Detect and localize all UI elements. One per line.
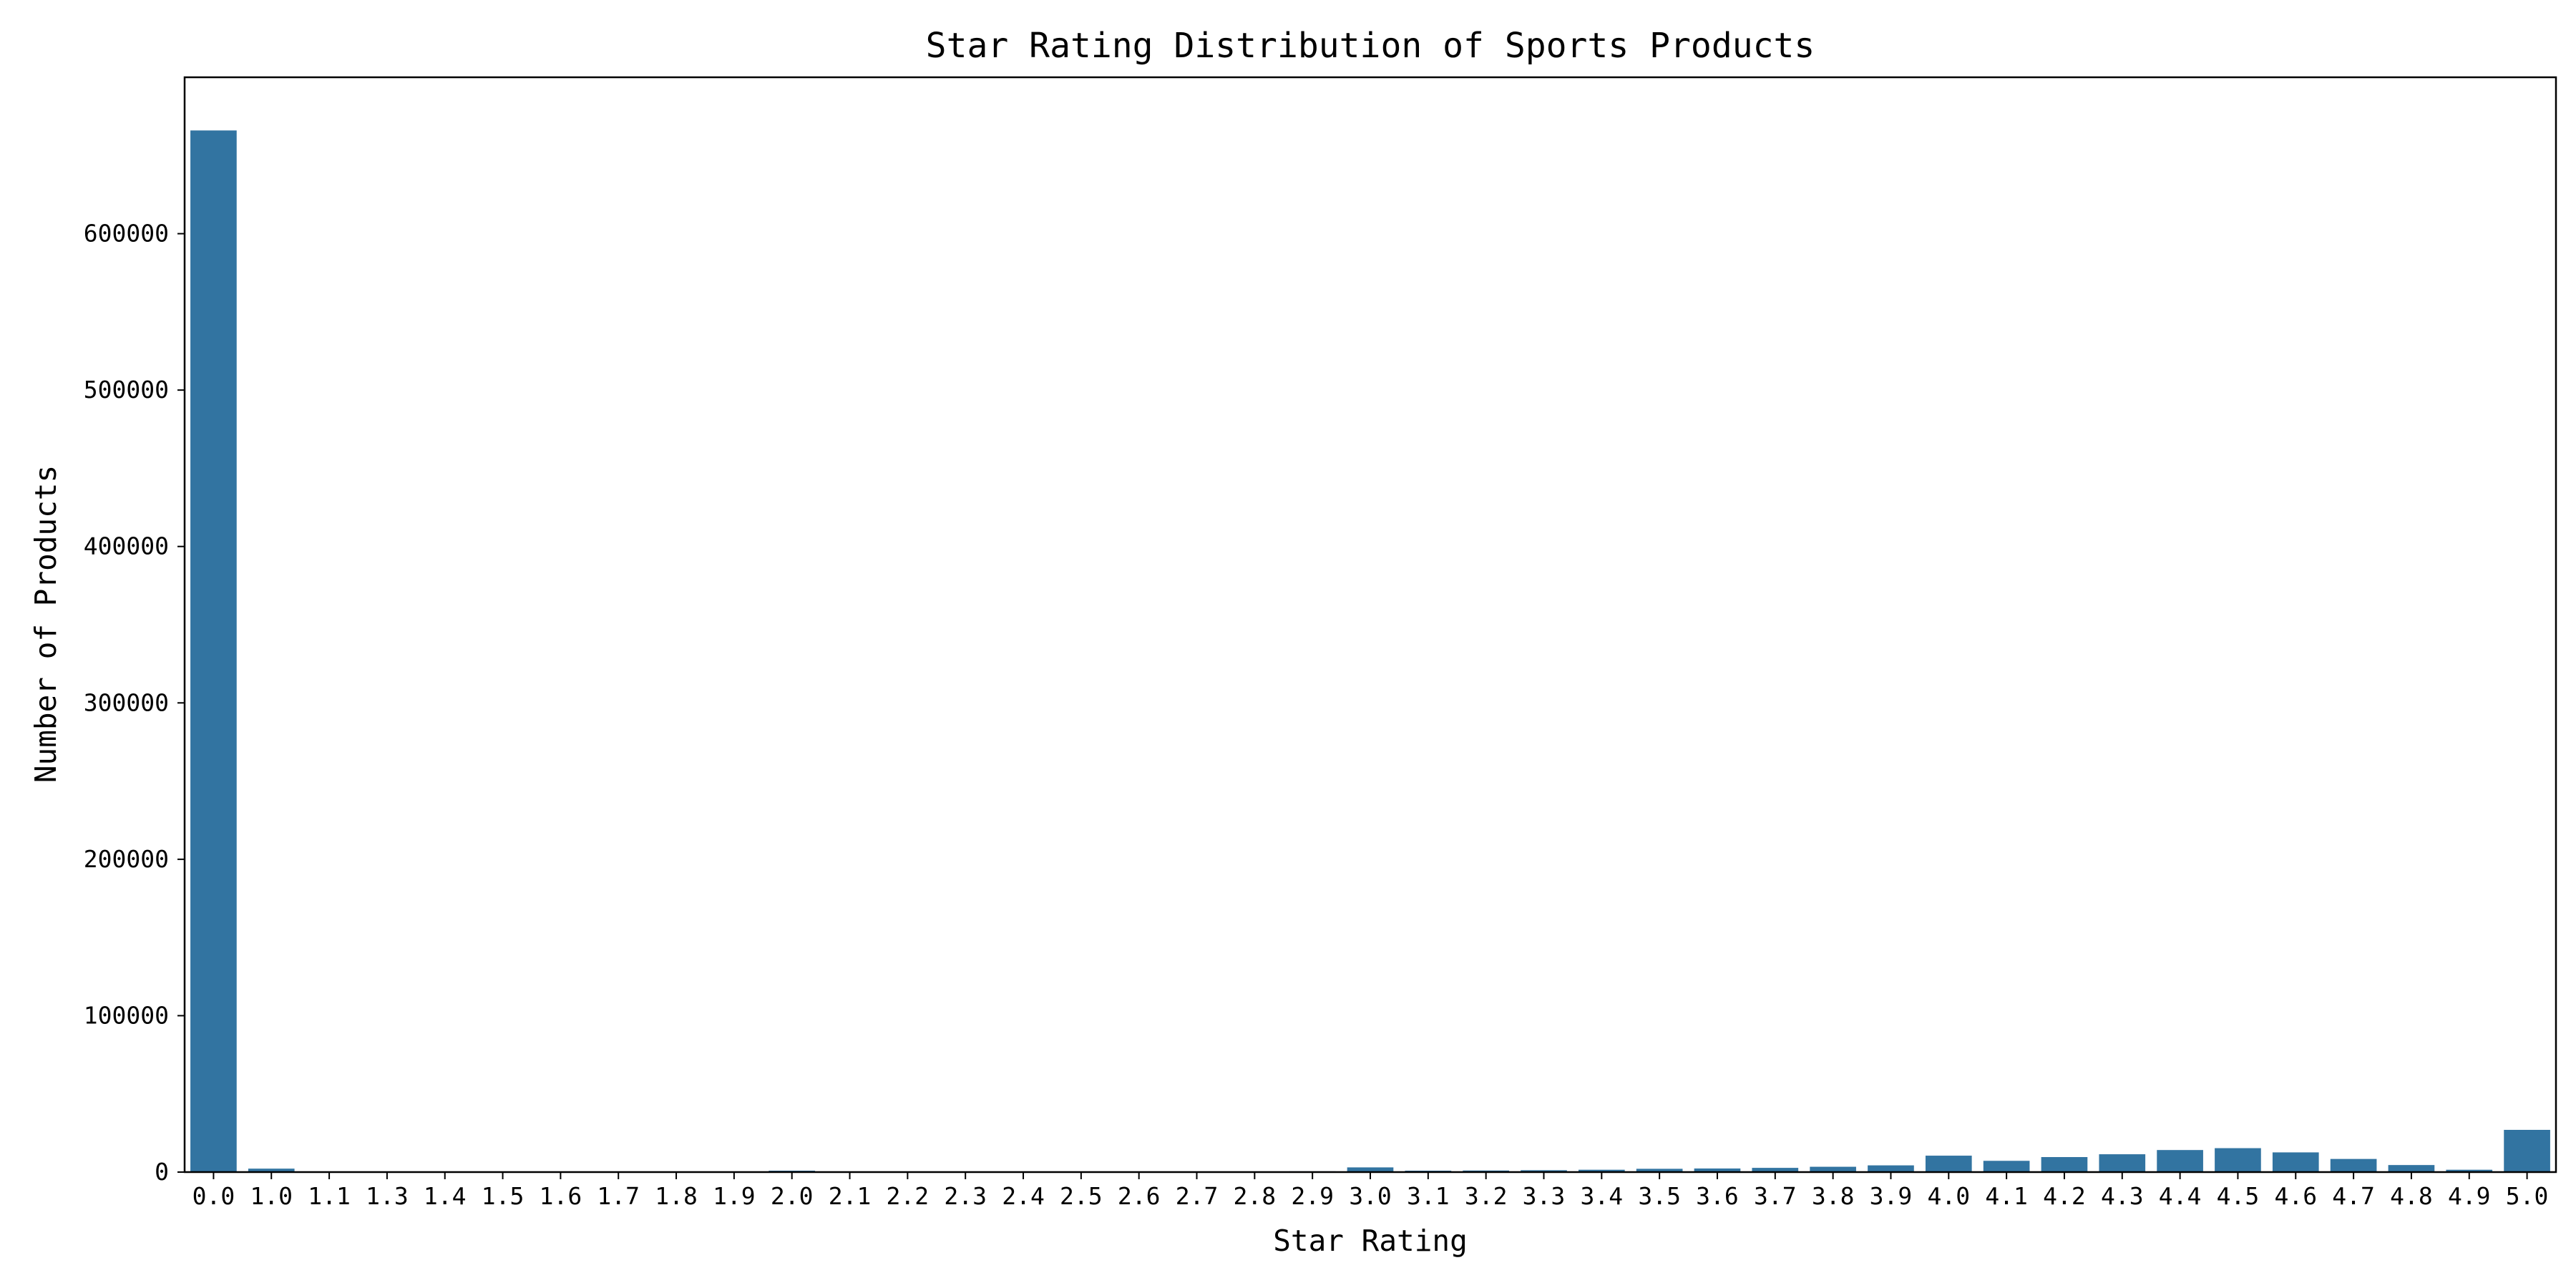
x-tick-label: 1.4 — [424, 1182, 467, 1210]
x-tick-label: 4.5 — [2217, 1182, 2260, 1210]
y-tick-label: 600000 — [84, 220, 169, 248]
y-tick-label: 300000 — [84, 688, 169, 716]
y-axis-label: Number of Products — [29, 465, 63, 783]
bar-0.0 — [190, 130, 237, 1172]
bar-5.0 — [2504, 1129, 2550, 1172]
x-tick-label: 1.3 — [366, 1182, 409, 1210]
x-tick-label: 2.0 — [771, 1182, 814, 1210]
bar-3.4 — [1578, 1169, 1625, 1172]
y-tick-label: 0 — [155, 1158, 169, 1186]
x-tick-label: 4.1 — [1985, 1182, 2028, 1210]
x-tick-label: 2.2 — [887, 1182, 930, 1210]
bar-4.3 — [2099, 1154, 2146, 1172]
y-axis-ticks: 0 100000 200000 300000 400000 500000 600000 — [84, 220, 185, 1186]
x-tick-label: 2.5 — [1060, 1182, 1103, 1210]
x-axis-label: Star Rating — [1273, 1224, 1468, 1258]
x-tick-label: 1.9 — [713, 1182, 756, 1210]
x-tick-label: 1.8 — [655, 1182, 698, 1210]
x-tick-label: 2.4 — [1002, 1182, 1045, 1210]
x-tick-label: 0.0 — [192, 1182, 235, 1210]
y-tick-label: 100000 — [84, 1001, 169, 1029]
x-tick-label: 3.3 — [1523, 1182, 1566, 1210]
x-tick-label: 1.0 — [250, 1182, 293, 1210]
bar-4.8 — [2388, 1165, 2435, 1172]
x-tick-label: 3.1 — [1407, 1182, 1450, 1210]
x-tick-label: 2.8 — [1234, 1182, 1277, 1210]
x-tick-label: 2.1 — [829, 1182, 872, 1210]
y-tick-label: 400000 — [84, 532, 169, 560]
x-tick-label: 4.2 — [2043, 1182, 2086, 1210]
x-tick-label: 4.4 — [2159, 1182, 2202, 1210]
x-tick-label: 1.5 — [482, 1182, 525, 1210]
x-tick-label: 2.9 — [1291, 1182, 1334, 1210]
y-tick-label: 200000 — [84, 845, 169, 873]
bars-group — [190, 130, 2550, 1172]
x-tick-label: 4.8 — [2390, 1182, 2433, 1210]
x-tick-label: 3.6 — [1696, 1182, 1739, 1210]
bar-3.8 — [1810, 1166, 1856, 1172]
x-tick-label: 4.3 — [2101, 1182, 2144, 1210]
x-tick-label: 3.2 — [1465, 1182, 1508, 1210]
bar-3.3 — [1521, 1170, 1567, 1172]
bar-1.0 — [248, 1169, 295, 1172]
bar-3.9 — [1868, 1165, 1914, 1172]
bar-3.7 — [1752, 1168, 1799, 1172]
x-tick-label: 1.6 — [540, 1182, 582, 1210]
bar-4.6 — [2272, 1152, 2319, 1172]
bar-4.1 — [1983, 1161, 2030, 1172]
x-tick-label: 5.0 — [2506, 1182, 2549, 1210]
x-tick-label: 3.0 — [1349, 1182, 1392, 1210]
x-tick-label: 1.7 — [597, 1182, 640, 1210]
bar-4.2 — [2041, 1157, 2088, 1172]
bar-4.9 — [2446, 1169, 2493, 1172]
x-tick-label: 3.7 — [1754, 1182, 1797, 1210]
plot-frame — [183, 76, 2557, 1174]
chart-title: Star Rating Distribution of Sports Produ… — [926, 26, 1815, 66]
bar-3.6 — [1694, 1168, 1741, 1172]
bar-3.0 — [1347, 1167, 1394, 1172]
bar-3.5 — [1636, 1169, 1683, 1172]
x-tick-label: 3.8 — [1812, 1182, 1855, 1210]
bar-4.5 — [2215, 1148, 2261, 1172]
x-tick-label: 4.0 — [1927, 1182, 1970, 1210]
bar-4.7 — [2330, 1158, 2377, 1172]
y-tick-label: 500000 — [84, 376, 169, 404]
x-tick-label: 4.7 — [2332, 1182, 2375, 1210]
x-tick-label: 4.6 — [2274, 1182, 2317, 1210]
x-tick-label: 3.4 — [1581, 1182, 1624, 1210]
x-tick-label: 2.6 — [1118, 1182, 1161, 1210]
bar-4.4 — [2157, 1150, 2203, 1172]
bar-4.0 — [1925, 1156, 1972, 1172]
x-axis-ticks: 0.0 1.0 1.1 1.3 1.4 1.5 1.6 1.7 1.8 1.9 2.0 2.1 2.2 2… — [192, 1172, 2549, 1210]
x-tick-label: 2.3 — [944, 1182, 987, 1210]
x-tick-label: 4.9 — [2448, 1182, 2491, 1210]
x-tick-label: 3.9 — [1870, 1182, 1913, 1210]
x-tick-label: 3.5 — [1638, 1182, 1681, 1210]
x-tick-label: 2.7 — [1176, 1182, 1219, 1210]
x-tick-label: 1.1 — [308, 1182, 351, 1210]
